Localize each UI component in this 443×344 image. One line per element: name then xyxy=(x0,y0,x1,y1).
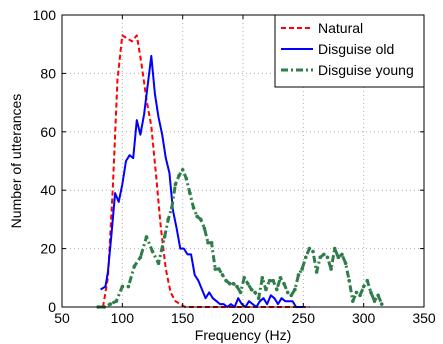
series-point-disguise-young xyxy=(144,235,149,239)
series-point-disguise-young xyxy=(242,276,247,280)
series-point-disguise-young xyxy=(336,255,341,260)
series-point-disguise-young xyxy=(173,182,178,187)
series-point-disguise-young xyxy=(358,293,362,298)
y-tick-label: 100 xyxy=(33,7,57,23)
series-point-disguise-young xyxy=(227,281,232,286)
x-tick-label: 50 xyxy=(54,310,70,326)
axis-ticks: 50 100 150 200 250 300 350 0 20 40 60 80 100 xyxy=(33,7,436,326)
x-tick-label: 350 xyxy=(412,310,436,326)
series-point-disguise-young xyxy=(235,284,239,289)
series-point-disguise-young xyxy=(365,278,370,283)
series-point-disguise-young xyxy=(332,246,337,251)
series-point-disguise-young xyxy=(271,278,275,283)
series-point-disguise-young xyxy=(369,290,373,295)
series-point-disguise-young xyxy=(289,293,294,298)
series-point-disguise-young xyxy=(325,255,330,260)
series-point-disguise-young xyxy=(264,287,268,292)
series-point-disguise-young xyxy=(191,205,196,210)
series-point-disguise-young xyxy=(354,290,359,295)
series-point-disguise-young xyxy=(209,240,214,245)
series-point-disguise-young xyxy=(260,276,265,280)
x-tick-label: 150 xyxy=(171,310,195,326)
x-tick-label: 100 xyxy=(111,310,135,326)
series-point-disguise-young xyxy=(138,255,143,260)
series-point-disguise-young xyxy=(351,299,355,303)
series-line-disguise-old xyxy=(100,54,304,308)
series-point-disguise-young xyxy=(170,205,174,210)
series-point-disguise-young xyxy=(267,278,272,283)
series-point-disguise-young xyxy=(249,287,254,292)
series-point-disguise-young xyxy=(238,290,243,295)
series-point-disguise-young xyxy=(246,281,250,286)
series-point-disguise-young xyxy=(206,240,210,245)
series-point-disguise-young xyxy=(256,296,261,301)
series-point-disguise-young xyxy=(114,299,119,303)
x-axis-title: Frequency (Hz) xyxy=(195,327,291,343)
y-tick-label: 60 xyxy=(40,124,56,140)
series-point-disguise-young xyxy=(274,287,279,292)
series-point-disguise-young xyxy=(220,273,225,277)
series-point-disguise-young xyxy=(343,261,348,266)
series-point-disguise-young xyxy=(166,217,170,222)
y-tick-label: 0 xyxy=(48,299,56,315)
y-axis-title: Number of utterances xyxy=(8,94,24,229)
series-point-disguise-young xyxy=(307,246,312,251)
series-point-disguise-young xyxy=(195,214,199,219)
y-tick-label: 20 xyxy=(40,241,56,257)
legend: Natural Disguise old Disguise young xyxy=(274,14,425,88)
series-point-disguise-young xyxy=(303,255,308,260)
legend-label-disguise-young: Disguise young xyxy=(318,62,414,78)
series-point-disguise-young xyxy=(120,284,125,289)
series-point-disguise-young xyxy=(322,252,326,257)
series-point-disguise-young xyxy=(162,235,167,239)
series-point-disguise-young xyxy=(293,287,297,292)
series-point-disguise-young xyxy=(202,226,207,230)
series-point-disguise-young xyxy=(282,281,286,286)
series-point-disguise-young xyxy=(278,276,283,280)
x-tick-label: 300 xyxy=(352,310,376,326)
series-point-disguise-young xyxy=(180,167,185,172)
legend-label-natural: Natural xyxy=(318,20,363,36)
series-line-natural xyxy=(102,34,310,308)
series-point-disguise-young xyxy=(213,267,218,271)
series-point-disguise-young xyxy=(329,267,333,271)
x-tick-label: 200 xyxy=(231,310,255,326)
series-point-disguise-young xyxy=(376,293,380,298)
x-tick-label: 250 xyxy=(292,310,316,326)
series-point-disguise-young xyxy=(156,261,161,266)
series-point-disguise-young xyxy=(150,249,155,254)
series-point-disguise-young xyxy=(361,284,366,289)
series-point-disguise-young xyxy=(188,191,192,195)
series-point-disguise-young xyxy=(314,270,319,274)
series-point-disguise-young xyxy=(318,255,323,260)
series-point-disguise-young xyxy=(285,290,290,295)
series-point-disguise-young xyxy=(126,284,131,289)
y-tick-label: 40 xyxy=(40,182,56,198)
y-tick-label: 80 xyxy=(40,65,56,81)
series-point-disguise-young xyxy=(177,173,181,178)
series-lines xyxy=(96,34,384,309)
series-point-disguise-young xyxy=(300,267,304,271)
series-point-disguise-young xyxy=(311,249,315,254)
series-point-disguise-young xyxy=(132,264,137,268)
series-point-disguise-young xyxy=(253,290,257,295)
series-point-disguise-young xyxy=(231,281,236,286)
series-point-disguise-young xyxy=(217,267,221,271)
series-point-disguise-young xyxy=(224,278,228,283)
series-point-disguise-young xyxy=(296,273,301,277)
series-point-disguise-young xyxy=(184,176,189,181)
series-line-disguise-young xyxy=(98,168,384,309)
series-point-disguise-young xyxy=(372,299,377,303)
series-point-disguise-young xyxy=(379,302,384,306)
series-point-disguise-young xyxy=(347,278,351,283)
series-point-disguise-young xyxy=(198,217,203,222)
series-point-disguise-young xyxy=(108,302,113,306)
series-point-disguise-young xyxy=(340,252,344,257)
legend-label-disguise-old: Disguise old xyxy=(318,41,394,57)
